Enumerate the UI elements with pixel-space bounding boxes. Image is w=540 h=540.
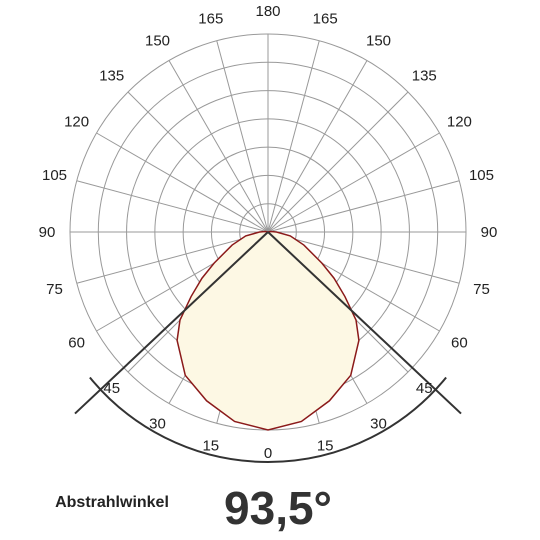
theta-tick-label: 120 [64, 113, 89, 130]
theta-tick-label: 105 [469, 167, 494, 184]
grid-spoke [267, 40, 320, 233]
theta-tick-label: 0 [264, 445, 272, 462]
grid-spoke [168, 60, 269, 233]
beam-angle-line [267, 231, 462, 415]
theta-tick-label: 90 [39, 224, 56, 241]
theta-tick-label: 105 [42, 167, 67, 184]
grid-spoke [216, 40, 269, 233]
beam-angle-arc [89, 376, 447, 463]
grid-spoke [267, 180, 460, 233]
theta-tick-label: 90 [481, 224, 498, 241]
theta-tick-label: 120 [447, 113, 472, 130]
grid-spoke [76, 231, 269, 284]
theta-tick-label: 75 [46, 281, 63, 298]
plot [74, 230, 462, 463]
grid-spoke [267, 132, 440, 233]
theta-tick-label: 15 [317, 437, 334, 454]
theta-tick-label: 45 [103, 380, 120, 397]
beam-angle-line [74, 231, 269, 415]
grid-spoke [267, 60, 368, 233]
grid-spoke [127, 91, 269, 233]
theta-tick-label: 15 [202, 437, 219, 454]
theta-tick-label: 150 [366, 33, 391, 50]
theta-tick-label: 180 [255, 3, 280, 20]
theta-tick-label: 135 [99, 68, 124, 85]
theta-tick-label: 60 [451, 334, 468, 351]
grid-spoke [267, 91, 409, 233]
theta-tick-label: 150 [145, 33, 170, 50]
theta-tick-label: 165 [198, 10, 223, 27]
theta-tick-label: 45 [416, 380, 433, 397]
theta-tick-label: 135 [412, 68, 437, 85]
grid-spoke [96, 132, 269, 233]
theta-tick-label: 165 [313, 10, 338, 27]
labels: 0 15 15 30 30 45 45 60 60 75 75 90 90 105 105 120 120 135… [39, 3, 498, 462]
beam-angle-title: Abstrahlwinkel [55, 494, 169, 511]
intensity-curve [176, 230, 360, 431]
theta-tick-label: 30 [149, 415, 166, 432]
theta-tick-label: 60 [68, 334, 85, 351]
beam-angle-value: 93,5° [224, 482, 332, 534]
theta-tick-label: 75 [473, 281, 490, 298]
theta-tick-label: 30 [370, 415, 387, 432]
grid-spoke [267, 231, 460, 284]
grid-spoke [76, 180, 269, 233]
